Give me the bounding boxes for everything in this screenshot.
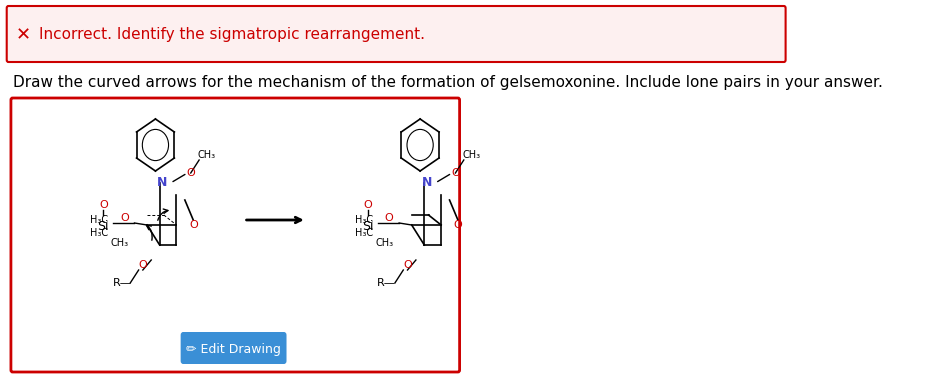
- Text: N: N: [157, 177, 167, 189]
- Text: O: O: [139, 260, 147, 270]
- FancyBboxPatch shape: [11, 98, 459, 372]
- Text: N: N: [422, 177, 432, 189]
- Text: O: O: [385, 213, 393, 223]
- Text: CH₃: CH₃: [462, 150, 480, 160]
- FancyBboxPatch shape: [181, 332, 287, 364]
- Text: CH₃: CH₃: [375, 238, 393, 248]
- Text: CH₃: CH₃: [197, 150, 216, 160]
- Text: O: O: [454, 220, 462, 230]
- FancyArrowPatch shape: [146, 225, 152, 240]
- Text: O: O: [403, 260, 412, 270]
- Text: R—: R—: [377, 278, 396, 288]
- Text: O: O: [99, 200, 108, 210]
- Text: H₃C: H₃C: [90, 215, 108, 225]
- Text: ✕: ✕: [16, 26, 31, 44]
- Text: O: O: [189, 220, 198, 230]
- Text: Draw the curved arrows for the mechanism of the formation of gelsemoxonine. Incl: Draw the curved arrows for the mechanism…: [12, 74, 883, 89]
- Text: Incorrect. Identify the sigmatropic rearrangement.: Incorrect. Identify the sigmatropic rear…: [39, 28, 424, 43]
- FancyBboxPatch shape: [7, 6, 786, 62]
- Text: Si: Si: [362, 220, 373, 233]
- Text: O: O: [451, 168, 460, 178]
- Text: O: O: [364, 200, 372, 210]
- Text: ✏ Edit Drawing: ✏ Edit Drawing: [186, 343, 281, 356]
- FancyArrowPatch shape: [157, 209, 168, 220]
- Text: H₃C: H₃C: [355, 215, 372, 225]
- Text: R—: R—: [112, 278, 131, 288]
- Text: O: O: [187, 168, 195, 178]
- Text: O: O: [120, 213, 129, 223]
- Text: H₃C: H₃C: [90, 228, 108, 238]
- Text: CH₃: CH₃: [111, 238, 129, 248]
- Text: Si: Si: [97, 220, 109, 233]
- Text: H₃C: H₃C: [355, 228, 372, 238]
